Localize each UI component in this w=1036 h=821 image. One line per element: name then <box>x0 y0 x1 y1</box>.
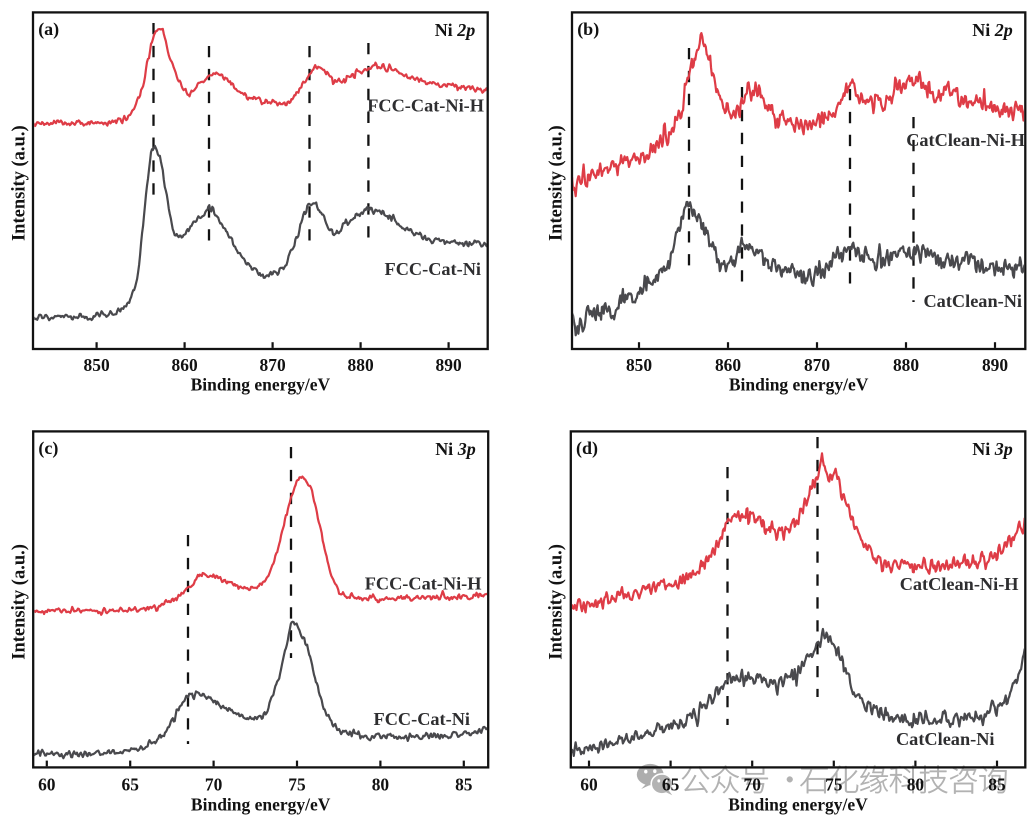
svg-text:860: 860 <box>172 355 198 375</box>
svg-text:Intensity (a.u.): Intensity (a.u.) <box>10 125 30 241</box>
svg-text:CatClean-Ni: CatClean-Ni <box>923 291 1022 311</box>
svg-text:Intensity (a.u.): Intensity (a.u.) <box>547 544 567 660</box>
svg-text:(a): (a) <box>38 19 59 40</box>
svg-text:870: 870 <box>260 355 286 375</box>
svg-text:850: 850 <box>626 355 652 375</box>
svg-text:Binding energy/eV: Binding energy/eV <box>729 375 869 395</box>
svg-text:880: 880 <box>893 355 919 375</box>
svg-text:80: 80 <box>907 774 925 794</box>
svg-text:60: 60 <box>580 774 598 794</box>
svg-text:FCC-Cat-Ni: FCC-Cat-Ni <box>385 259 481 279</box>
svg-text:880: 880 <box>348 355 374 375</box>
svg-text:CatClean-Ni-H: CatClean-Ni-H <box>900 574 1019 594</box>
svg-text:85: 85 <box>455 774 473 794</box>
svg-text:870: 870 <box>804 355 830 375</box>
svg-text:Ni 2p: Ni 2p <box>972 20 1013 40</box>
svg-text:890: 890 <box>982 355 1008 375</box>
svg-text:Intensity (a.u.): Intensity (a.u.) <box>547 125 567 241</box>
svg-text:FCC-Cat-Ni-H: FCC-Cat-Ni-H <box>365 574 482 594</box>
svg-text:70: 70 <box>744 774 762 794</box>
svg-text:65: 65 <box>662 774 680 794</box>
svg-text:850: 850 <box>84 355 110 375</box>
svg-text:Ni 3p: Ni 3p <box>435 439 476 459</box>
svg-text:Binding energy/eV: Binding energy/eV <box>191 375 331 395</box>
svg-text:CatClean-Ni: CatClean-Ni <box>896 729 995 749</box>
svg-text:Binding energy/eV: Binding energy/eV <box>191 794 331 814</box>
svg-text:FCC-Cat-Ni: FCC-Cat-Ni <box>374 709 470 729</box>
svg-text:Ni 3p: Ni 3p <box>972 439 1013 459</box>
svg-text:75: 75 <box>288 774 306 794</box>
svg-text:80: 80 <box>372 774 390 794</box>
svg-text:65: 65 <box>122 774 140 794</box>
svg-text:(c): (c) <box>38 438 58 459</box>
svg-text:(d): (d) <box>576 438 598 459</box>
svg-text:(b): (b) <box>577 19 599 40</box>
svg-text:890: 890 <box>436 355 462 375</box>
svg-text:Intensity (a.u.): Intensity (a.u.) <box>10 544 30 660</box>
svg-text:60: 60 <box>38 774 56 794</box>
svg-text:75: 75 <box>825 774 843 794</box>
svg-text:Binding energy/eV: Binding energy/eV <box>728 794 868 814</box>
svg-text:Ni 2p: Ni 2p <box>435 20 476 40</box>
svg-text:85: 85 <box>988 774 1006 794</box>
svg-text:FCC-Cat-Ni-H: FCC-Cat-Ni-H <box>367 96 484 116</box>
svg-text:70: 70 <box>205 774 223 794</box>
svg-text:CatClean-Ni-H: CatClean-Ni-H <box>906 130 1025 150</box>
svg-text:860: 860 <box>715 355 741 375</box>
